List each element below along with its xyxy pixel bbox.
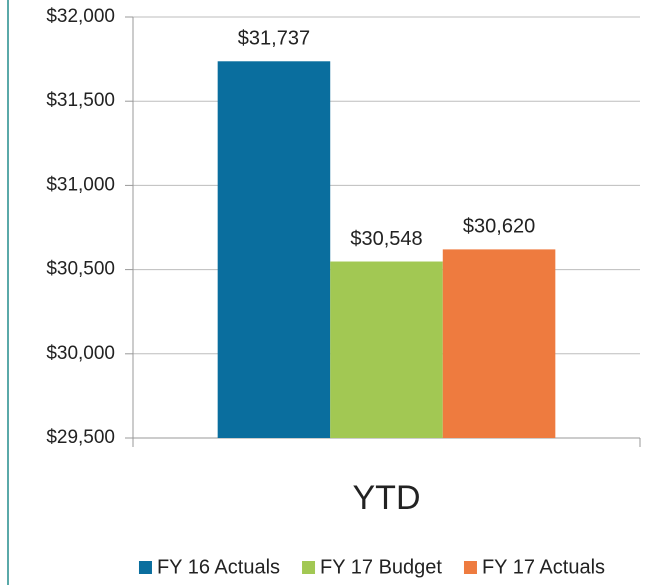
legend-swatch [463, 561, 477, 574]
data-label: $30,548 [350, 228, 422, 250]
legend-label: FY 17 Budget [320, 556, 442, 578]
data-label: $30,620 [463, 216, 535, 238]
y-tick-label: $32,000 [46, 6, 115, 27]
y-tick-label: $30,000 [46, 343, 115, 364]
y-tick-label: $29,500 [46, 427, 115, 448]
legend-swatch [138, 561, 152, 574]
bar [442, 249, 556, 438]
y-tick-label: $31,000 [46, 174, 115, 195]
y-tick-label: $31,500 [46, 90, 115, 111]
bar [330, 261, 443, 438]
x-tick-label: YTD [353, 479, 421, 517]
y-tick-label: $30,500 [46, 259, 115, 280]
data-label: $31,737 [238, 28, 310, 50]
bar [217, 61, 331, 439]
legend-swatch [302, 561, 316, 574]
legend-label: FY 16 Actuals [157, 556, 280, 578]
legend-label: FY 17 Actuals [482, 556, 605, 578]
